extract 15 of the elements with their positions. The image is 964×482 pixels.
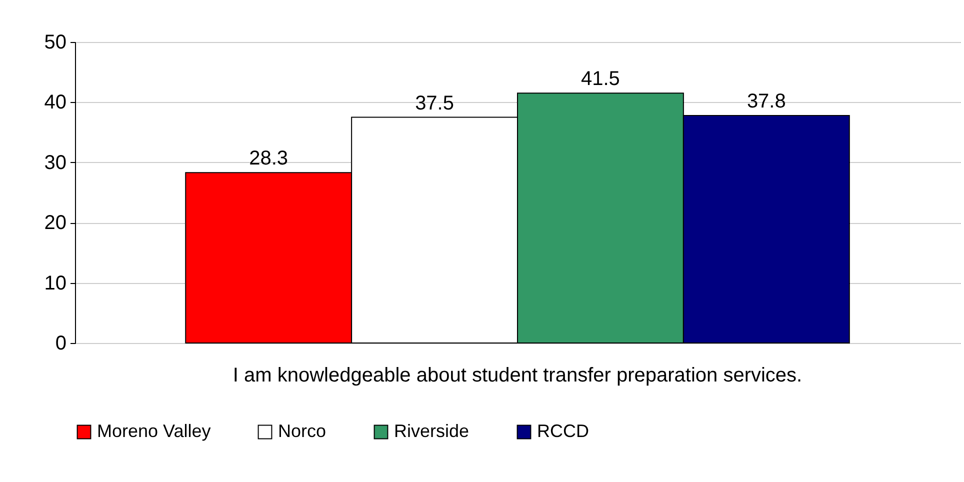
- y-tick-label: 50: [44, 32, 66, 54]
- y-tick-label: 20: [44, 212, 66, 234]
- legend-label: Moreno Valley: [97, 421, 211, 441]
- y-tick-label: 10: [44, 272, 66, 294]
- legend-label: Riverside: [394, 421, 470, 441]
- data-label: 37.5: [415, 92, 454, 114]
- data-label: 28.3: [249, 148, 288, 170]
- y-tick-label: 0: [55, 332, 66, 354]
- legend-label: Norco: [278, 421, 326, 441]
- y-tick-label: 30: [44, 152, 66, 174]
- legend-label: RCCD: [537, 421, 589, 441]
- data-label: 37.8: [746, 90, 786, 112]
- x-tick-label: I am knowledgeable about student transfer preparation services.: [232, 364, 802, 386]
- y-tick-label: 40: [44, 92, 66, 114]
- data-label: 41.5: [581, 68, 620, 90]
